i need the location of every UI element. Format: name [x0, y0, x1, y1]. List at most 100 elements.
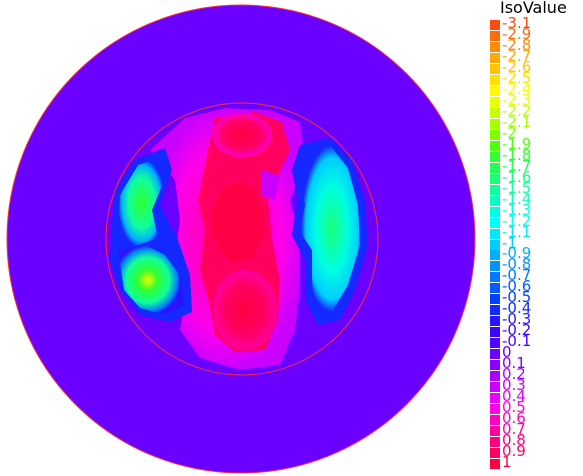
- legend-swatch: [490, 338, 500, 349]
- legend-label: -2.4: [502, 79, 532, 98]
- legend-item: -0.2: [490, 321, 583, 340]
- legend-swatch: [490, 151, 500, 162]
- legend-item: 0.1: [490, 355, 583, 371]
- legend-item: 0.5: [490, 399, 583, 415]
- legend-item: -0.4: [490, 299, 583, 318]
- legend-label: -2: [502, 123, 517, 142]
- legend-label: 0.8: [502, 431, 526, 450]
- legend-label: -0.1: [502, 332, 532, 351]
- legend-label: -0.3: [502, 310, 532, 329]
- legend-label: -0.7: [502, 266, 532, 285]
- legend-label: -2.5: [502, 68, 532, 87]
- legend-swatch: [490, 195, 500, 206]
- legend-swatch: [490, 41, 500, 52]
- legend-swatch: [490, 261, 500, 272]
- legend-label: -0.4: [502, 299, 532, 318]
- legend-item: -1.6: [490, 169, 583, 185]
- legend-label: -0.8: [502, 255, 532, 274]
- legend-swatch: [490, 96, 500, 107]
- legend-label: -1.5: [502, 178, 532, 197]
- legend-swatch: [490, 404, 500, 415]
- legend-swatch: [490, 228, 500, 239]
- legend-item: -2.4: [490, 79, 583, 98]
- legend-item: -1: [490, 235, 583, 251]
- legend-item: 0.7: [490, 421, 583, 437]
- legend-item: -1.9: [490, 134, 583, 153]
- legend-swatch: [490, 206, 500, 217]
- legend-label: 0: [502, 343, 512, 362]
- legend-swatch: [490, 107, 500, 118]
- legend-item: -2: [490, 123, 583, 142]
- legend-item: -0.8: [490, 255, 583, 274]
- legend-item: -3.1: [490, 15, 583, 31]
- legend-item: 0.4: [490, 387, 583, 406]
- legend-swatch: [490, 459, 500, 470]
- legend-item: -2.7: [490, 46, 583, 65]
- legend-item: 0: [490, 343, 583, 362]
- legend-swatch: [490, 52, 500, 63]
- legend-swatch: [490, 283, 500, 294]
- legend-item: 0.2: [490, 366, 583, 382]
- center-peak-top: [212, 113, 272, 157]
- legend-label: -0.5: [502, 288, 532, 307]
- legend-item: -2.6: [490, 57, 583, 76]
- legend-swatch: [490, 382, 500, 393]
- legend-title: IsoValue: [500, 0, 567, 17]
- legend-swatch: [490, 360, 500, 371]
- legend-swatch: [490, 371, 500, 382]
- legend-label: -1.3: [502, 200, 532, 219]
- legend-item: 0.6: [490, 409, 583, 428]
- legend-label: -2.7: [502, 46, 532, 65]
- legend-swatch: [490, 173, 500, 184]
- legend-swatch: [490, 426, 500, 437]
- legend-item: -0.5: [490, 288, 583, 307]
- legend-swatch: [490, 118, 500, 129]
- legend-label: -2.3: [502, 90, 532, 109]
- legend-label: -0.2: [502, 321, 532, 340]
- legend-item: -1.1: [490, 224, 583, 240]
- legend-label: -1.8: [502, 145, 532, 164]
- center-peak-bottom: [213, 270, 277, 350]
- legend-swatch: [490, 162, 500, 173]
- legend-label: -2.8: [502, 35, 532, 54]
- legend-swatch: [490, 349, 500, 360]
- legend-item: -1.3: [490, 200, 583, 219]
- legend-swatch: [490, 437, 500, 448]
- legend-item: 0.9: [490, 443, 583, 459]
- legend-swatch: [490, 30, 500, 41]
- legend-swatch: [490, 448, 500, 459]
- legend-label: 1: [502, 453, 512, 472]
- legend-item: -1.8: [490, 145, 583, 164]
- legend-label: -0.9: [502, 244, 532, 263]
- left-lobe-bottom: [118, 245, 184, 315]
- legend-swatch: [490, 316, 500, 327]
- legend-label: 0.4: [502, 387, 526, 406]
- legend-label: -2.2: [502, 101, 532, 120]
- legend-item: -1.2: [490, 213, 583, 229]
- center-notch: [262, 170, 280, 200]
- legend-item: -0.1: [490, 332, 583, 351]
- left-lobe-top: [118, 158, 165, 248]
- legend-swatch: [490, 129, 500, 140]
- legend-label: 0.6: [502, 409, 526, 428]
- legend-swatch: [490, 217, 500, 228]
- legend-item: -2.8: [490, 35, 583, 54]
- legend: -3.1 -2.9 -2.8 -2.7 -2.6 -2.5 -2.4 -2.3 -2.2 -2.1…: [490, 15, 583, 472]
- legend-swatch: [490, 85, 500, 96]
- legend-label: -2.1: [502, 112, 532, 131]
- legend-item: -0.7: [490, 266, 583, 285]
- legend-label: -0.6: [502, 277, 532, 296]
- legend-item: -2.9: [490, 26, 583, 42]
- legend-label: -1.7: [502, 156, 532, 175]
- legend-swatch: [490, 20, 500, 30]
- legend-item: 1: [490, 453, 583, 472]
- inner-boundary: [105, 102, 379, 376]
- legend-item: -2.5: [490, 68, 583, 87]
- legend-label: -2.6: [502, 57, 532, 76]
- legend-item: -1.4: [490, 191, 583, 207]
- legend-label: -1.9: [502, 134, 532, 153]
- legend-swatch: [490, 272, 500, 283]
- legend-item: -1.5: [490, 178, 583, 197]
- legend-swatch: [490, 415, 500, 426]
- legend-item: -1.7: [490, 156, 583, 175]
